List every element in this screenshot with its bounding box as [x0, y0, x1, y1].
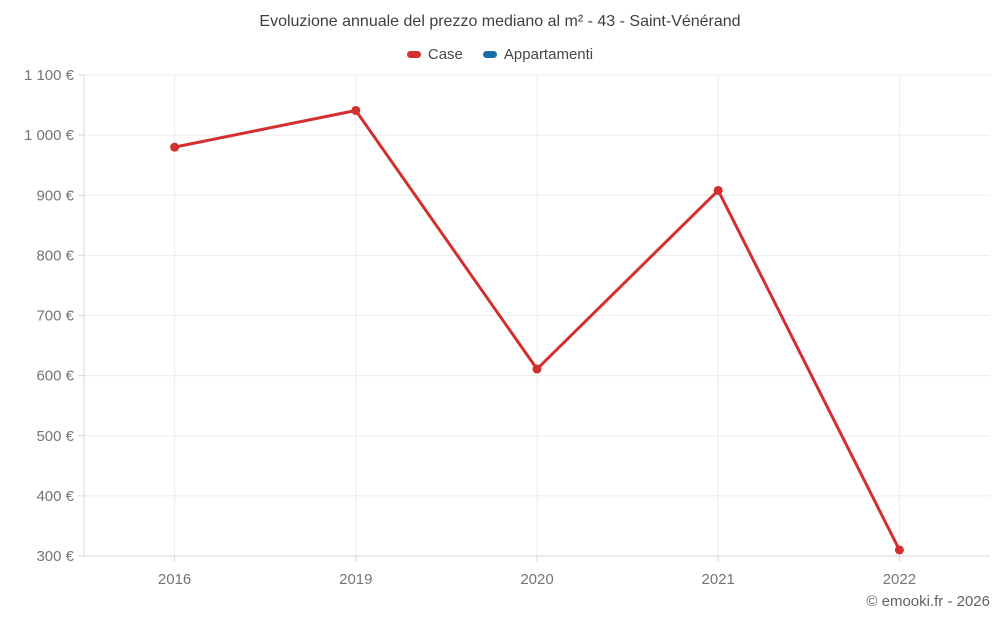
y-tick-label: 900 €	[36, 187, 74, 204]
x-tick-label: 2016	[158, 571, 191, 588]
x-tick-label: 2020	[520, 571, 553, 588]
legend-item-appartamenti[interactable]: Appartamenti	[482, 46, 594, 63]
y-tick-label: 300 €	[36, 548, 74, 565]
y-tick-label: 1 100 €	[24, 67, 75, 84]
data-point-case[interactable]	[894, 545, 904, 555]
appartamenti-swatch-icon	[482, 51, 497, 58]
y-tick-label: 500 €	[36, 428, 74, 445]
x-tick-label: 2022	[883, 571, 916, 588]
data-point-case[interactable]	[532, 364, 542, 374]
legend-label-case: Case	[427, 46, 463, 63]
y-tick-label: 400 €	[36, 488, 74, 505]
x-tick-label: 2021	[702, 571, 735, 588]
y-tick-label: 800 €	[36, 247, 74, 264]
legend-label-appartamenti: Appartamenti	[503, 46, 594, 63]
case-swatch-icon	[406, 51, 421, 58]
legend: Case Appartamenti	[0, 46, 1000, 63]
data-point-case[interactable]	[351, 105, 361, 115]
y-tick-label: 600 €	[36, 368, 74, 385]
copyright: © emooki.fr - 2026	[866, 593, 990, 610]
x-tick-label: 2019	[339, 571, 372, 588]
chart-title: Evoluzione annuale del prezzo mediano al…	[259, 13, 741, 30]
y-tick-label: 1 000 €	[24, 127, 75, 144]
data-point-case[interactable]	[713, 185, 723, 195]
legend-item-case[interactable]: Case	[406, 46, 463, 63]
data-point-case[interactable]	[170, 142, 180, 152]
y-tick-label: 700 €	[36, 308, 74, 325]
